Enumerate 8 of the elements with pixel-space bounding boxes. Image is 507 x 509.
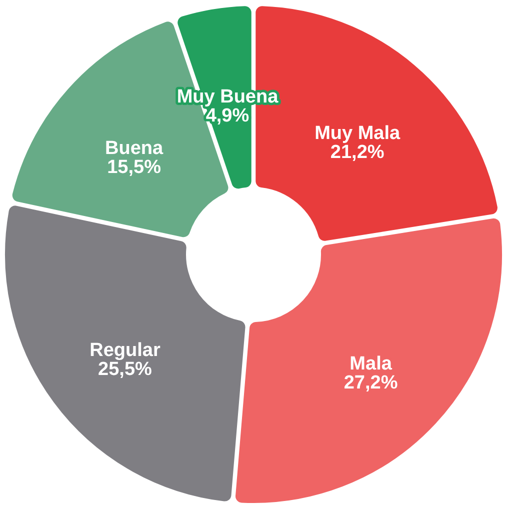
data-label: 25,5%: [98, 358, 152, 380]
data-label: 27,2%: [344, 372, 398, 394]
slice-label: Mala: [350, 353, 392, 374]
data-label: 15,5%: [107, 157, 162, 178]
slice-label: Buena: [105, 138, 164, 160]
data-label: 21,2%: [330, 142, 384, 163]
slice-label: Muy Mala: [314, 122, 401, 144]
slice-label: Regular: [90, 340, 161, 361]
